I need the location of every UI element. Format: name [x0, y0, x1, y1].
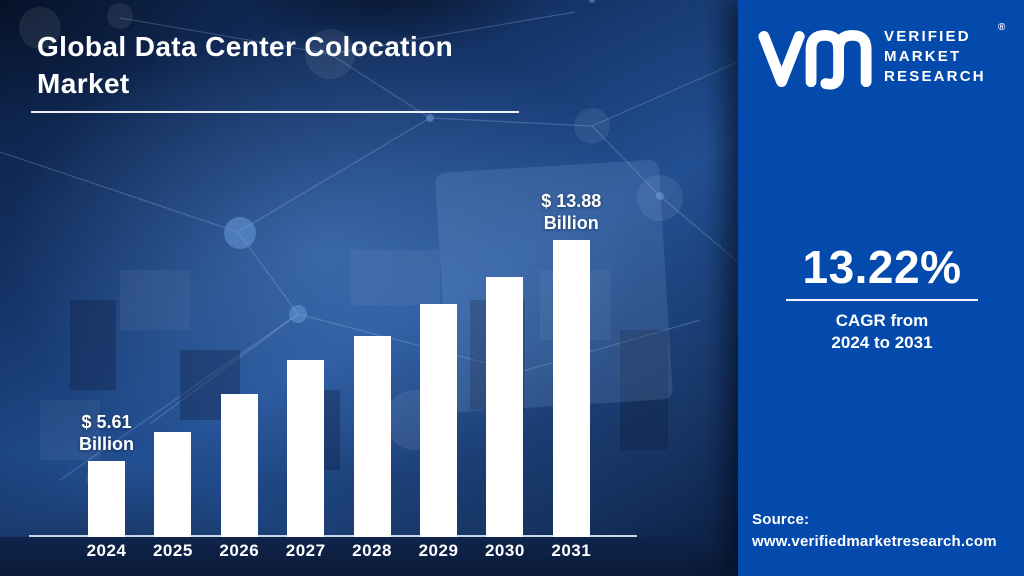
year-label-2026: 2026: [219, 541, 260, 560]
chart-panel: Global Data Center Colocation Market 202…: [0, 0, 738, 576]
bar-2029: [420, 303, 457, 537]
registered-trademark-symbol: ®: [998, 22, 1006, 33]
vmr-logo-icon: [758, 29, 872, 90]
year-label-2024: 2024: [86, 541, 127, 560]
value-label-2024: $ 5.61 Billion: [79, 412, 134, 454]
source-label: Source:: [752, 511, 810, 528]
bar-2024: [88, 461, 125, 537]
brand-logo: VERIFIED MARKET RESEARCH ®: [756, 22, 1012, 96]
cagr-caption: CAGR from 2024 to 2031: [831, 310, 932, 354]
bar-2030: [486, 276, 524, 537]
year-label-2025: 2025: [152, 541, 193, 560]
brand-name: VERIFIED MARKET RESEARCH: [884, 27, 986, 87]
source-url: www.verifiedmarketresearch.com: [752, 533, 997, 550]
bar-chart: 2024 2025 2026 2027 2028 2029 2030 2031 $ 5.61 Bi…: [0, 191, 738, 576]
bar-2025: [154, 431, 192, 537]
page-title: Global Data Center Colocation Market: [37, 31, 454, 99]
cagr-value: 13.22%: [802, 241, 962, 293]
value-label-2031: $ 13.88 Billion: [541, 191, 602, 233]
brand-name-line3: RESEARCH: [884, 68, 986, 85]
year-label-2027: 2027: [285, 541, 326, 560]
cagr-caption-line1: CAGR from: [835, 311, 929, 330]
x-axis-line: [29, 535, 637, 537]
year-label-2029: 2029: [418, 541, 459, 560]
x-axis-band: [0, 537, 738, 576]
year-label-2031: 2031: [551, 541, 592, 560]
year-label-2030: 2030: [484, 541, 525, 560]
brand-name-line1: VERIFIED: [884, 28, 971, 45]
title-underline: [31, 111, 519, 113]
bar-2031: [552, 240, 590, 537]
bar-2027: [287, 359, 325, 537]
cagr-stat: 13.22% CAGR from 2024 to 2031: [756, 242, 1008, 354]
cagr-caption-line2: 2024 to 2031: [831, 333, 933, 352]
year-label-2028: 2028: [352, 541, 392, 560]
brand-name-line2: MARKET: [884, 48, 962, 65]
source-block: Source: www.verifiedmarketresearch.com: [752, 509, 1020, 553]
bar-2026: [220, 394, 258, 537]
bar-2028: [353, 335, 391, 537]
info-panel: VERIFIED MARKET RESEARCH ® 13.22% CAGR f…: [738, 0, 1024, 576]
stat-divider: [786, 299, 978, 301]
